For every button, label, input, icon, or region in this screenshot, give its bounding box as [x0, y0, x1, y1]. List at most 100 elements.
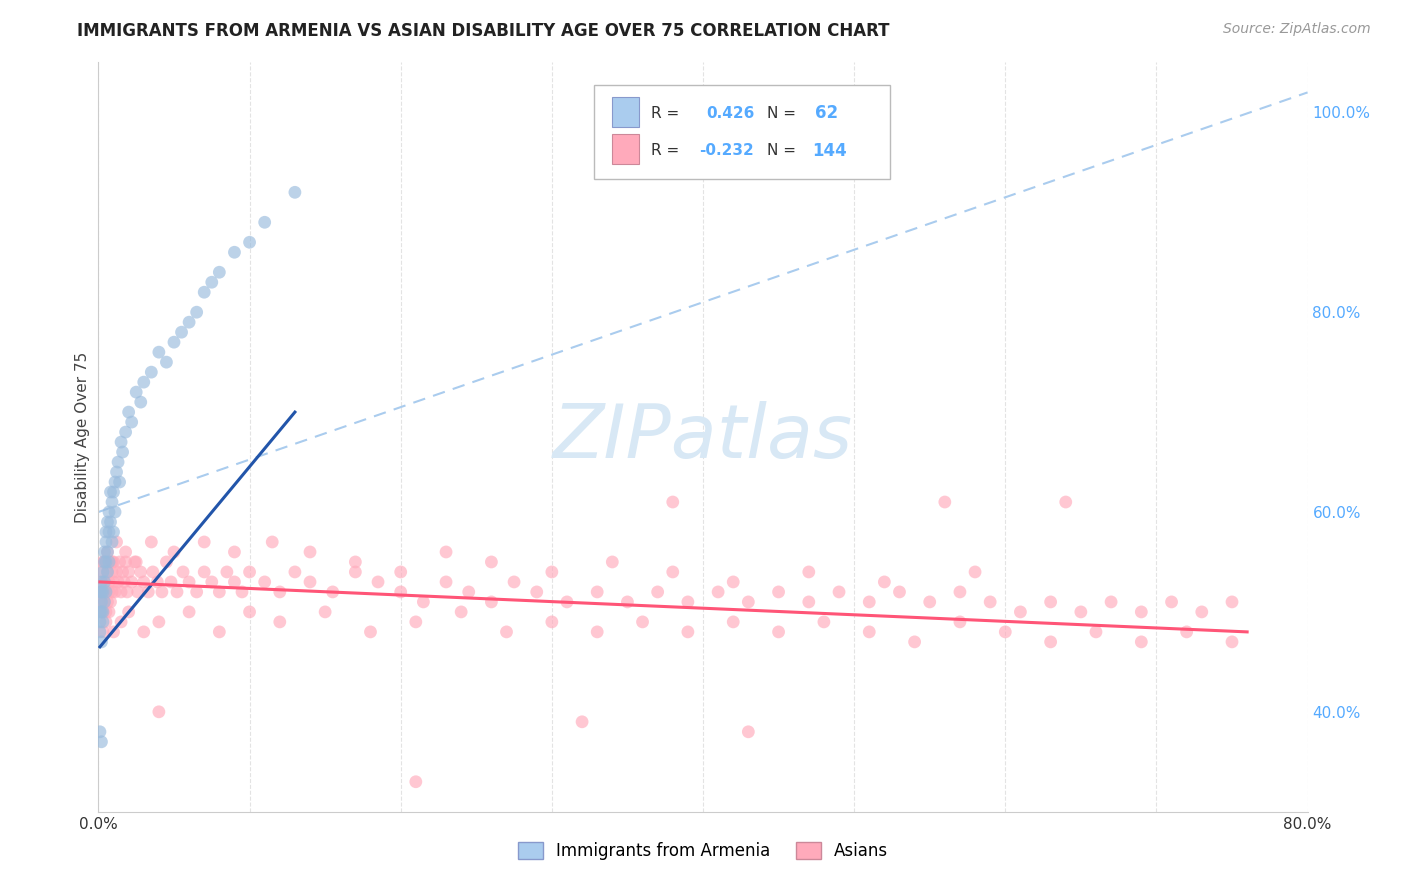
Point [90, 605, 112, 619]
Point [150, 585, 173, 599]
Point [121, 415, 143, 429]
Point [1160, 595, 1182, 609]
Point [208, 585, 231, 599]
Point [90, 635, 112, 649]
Point [1220, 635, 1243, 649]
Point [949, 585, 972, 599]
Point [797, 565, 820, 579]
Point [262, 535, 284, 549]
Point [797, 595, 820, 609]
Point [873, 574, 896, 589]
Point [91, 624, 114, 639]
Point [105, 565, 128, 579]
Point [114, 545, 136, 559]
Point [104, 505, 127, 519]
Point [104, 475, 127, 489]
Point [215, 565, 238, 579]
Point [193, 565, 215, 579]
Point [89, 724, 111, 739]
Point [141, 365, 163, 379]
Point [118, 605, 141, 619]
Point [94, 605, 117, 619]
Point [239, 235, 262, 250]
Point [91, 605, 114, 619]
Point [602, 555, 624, 569]
Point [208, 265, 231, 279]
Point [94, 585, 117, 599]
Point [1039, 595, 1062, 609]
Point [163, 335, 186, 350]
Point [526, 585, 548, 599]
Y-axis label: Disability Age Over 75: Disability Age Over 75 [75, 351, 90, 523]
Point [904, 635, 927, 649]
Point [163, 545, 186, 559]
Point [111, 565, 134, 579]
Point [91, 565, 114, 579]
Point [110, 435, 132, 450]
Point [540, 615, 562, 629]
Point [918, 595, 941, 609]
Point [114, 425, 136, 439]
Point [93, 555, 115, 569]
Text: ZIPatlas: ZIPatlas [553, 401, 853, 473]
Point [148, 615, 170, 629]
Point [132, 624, 155, 639]
Point [934, 495, 956, 509]
Point [389, 565, 412, 579]
Point [89, 615, 111, 629]
Point [586, 585, 609, 599]
Point [108, 555, 131, 569]
Point [179, 315, 201, 329]
Point [93, 595, 115, 609]
Point [586, 624, 609, 639]
Point [98, 505, 121, 519]
Text: IMMIGRANTS FROM ARMENIA VS ASIAN DISABILITY AGE OVER 75 CORRELATION CHART: IMMIGRANTS FROM ARMENIA VS ASIAN DISABIL… [77, 22, 890, 40]
Point [90, 585, 112, 599]
Point [110, 615, 132, 629]
Point [90, 595, 112, 609]
Point [193, 285, 215, 300]
Point [389, 585, 412, 599]
Point [631, 615, 654, 629]
Point [98, 585, 121, 599]
Point [405, 774, 427, 789]
Point [111, 445, 134, 459]
Point [89, 585, 111, 599]
Point [103, 524, 125, 539]
Point [284, 186, 307, 200]
Point [768, 585, 790, 599]
Point [1099, 595, 1122, 609]
Point [127, 585, 149, 599]
Point [186, 305, 208, 319]
Point [737, 724, 759, 739]
Point [224, 245, 246, 260]
Point [91, 605, 114, 619]
Point [1191, 605, 1213, 619]
Point [132, 375, 155, 389]
Point [98, 555, 121, 569]
Point [94, 615, 117, 629]
Point [90, 574, 112, 589]
Point [129, 395, 152, 409]
Point [208, 624, 231, 639]
Point [115, 585, 138, 599]
Point [118, 565, 141, 579]
FancyBboxPatch shape [595, 85, 890, 178]
Point [91, 585, 114, 599]
Point [1070, 605, 1092, 619]
Point [239, 565, 262, 579]
Point [94, 574, 117, 589]
Point [481, 555, 503, 569]
Point [90, 595, 112, 609]
Text: 0.426: 0.426 [707, 106, 755, 121]
Point [239, 605, 262, 619]
Point [224, 545, 246, 559]
Point [965, 565, 987, 579]
Point [103, 624, 125, 639]
Legend: Immigrants from Armenia, Asians: Immigrants from Armenia, Asians [512, 836, 894, 867]
Point [676, 595, 699, 609]
Point [768, 624, 790, 639]
Point [101, 535, 124, 549]
Point [723, 574, 745, 589]
Point [299, 545, 322, 559]
